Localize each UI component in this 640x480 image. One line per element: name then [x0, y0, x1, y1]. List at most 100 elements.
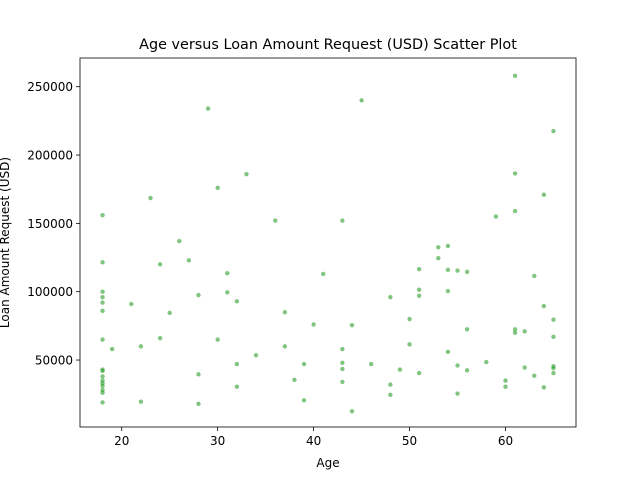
- data-point: [100, 368, 105, 374]
- x-axis-ticks: 20 30 40 50 60: [114, 427, 513, 448]
- data-point: [215, 337, 220, 342]
- data-point: [349, 322, 355, 328]
- data-point: [416, 287, 422, 292]
- data-point: [464, 368, 470, 373]
- data-point: [196, 401, 201, 406]
- data-point: [503, 378, 508, 383]
- data-point: [445, 288, 451, 294]
- data-point: [484, 359, 489, 365]
- data-point: [215, 185, 220, 191]
- data-point: [522, 365, 527, 370]
- data-point: [100, 383, 105, 389]
- x-tick-label: 50: [402, 434, 417, 448]
- data-point: [455, 363, 460, 368]
- data-point: [100, 294, 105, 300]
- data-point: [100, 400, 105, 405]
- data-point: [340, 218, 345, 223]
- data-point: [253, 353, 259, 358]
- data-point: [100, 308, 105, 314]
- data-point: [292, 377, 297, 383]
- y-tick-label: 150000: [27, 217, 73, 231]
- data-point: [234, 299, 240, 304]
- data-point: [100, 374, 105, 379]
- plot-frame: [79, 57, 577, 428]
- data-point: [301, 398, 307, 403]
- data-point: [100, 390, 105, 396]
- plot-area: [80, 58, 576, 427]
- data-point: [445, 267, 451, 273]
- data-point: [416, 293, 422, 298]
- data-point: [541, 303, 547, 309]
- data-point: [234, 384, 240, 389]
- x-tick-label: 30: [210, 434, 225, 448]
- data-point: [388, 382, 393, 387]
- data-point: [196, 372, 201, 377]
- data-point: [388, 392, 393, 398]
- data-point: [368, 361, 374, 367]
- data-point: [512, 73, 518, 78]
- data-point: [273, 218, 278, 223]
- data-point: [445, 349, 451, 355]
- data-point: [512, 171, 518, 176]
- data-point: [138, 399, 144, 404]
- data-point: [100, 260, 105, 265]
- data-point: [100, 289, 105, 294]
- data-point: [109, 346, 115, 352]
- data-point: [349, 409, 355, 414]
- data-point: [225, 271, 230, 276]
- y-tick-label: 200000: [27, 149, 73, 163]
- data-point: [148, 195, 153, 201]
- data-point: [416, 266, 422, 272]
- data-point: [436, 256, 441, 261]
- data-point: [512, 330, 518, 335]
- data-point: [512, 327, 518, 332]
- data-point: [407, 342, 412, 347]
- x-tick-label: 40: [306, 434, 321, 448]
- y-tick-label: 50000: [35, 354, 73, 368]
- data-point: [340, 360, 345, 365]
- y-axis-ticks: 50000 100000 150000 200000 250000: [27, 80, 80, 368]
- data-point: [532, 273, 537, 279]
- data-point: [464, 327, 470, 332]
- data-point: [301, 361, 307, 367]
- data-point: [177, 238, 182, 244]
- data-point: [464, 269, 470, 275]
- data-point: [100, 212, 105, 218]
- data-point: [225, 290, 230, 295]
- data-point: [541, 192, 547, 197]
- data-point: [541, 385, 547, 390]
- data-point: [129, 301, 134, 307]
- data-point: [551, 366, 556, 371]
- data-point: [445, 243, 451, 249]
- data-point: [359, 98, 364, 103]
- data-point: [551, 334, 556, 339]
- data-point: [503, 384, 508, 389]
- data-point: [157, 335, 163, 341]
- data-point: [340, 366, 345, 372]
- data-point: [436, 245, 441, 250]
- chart-title: Age versus Loan Amount Request (USD) Sca…: [139, 37, 517, 53]
- data-point: [493, 214, 499, 219]
- data-point: [234, 361, 240, 367]
- points-layer: [100, 73, 556, 414]
- data-point: [340, 346, 345, 352]
- data-point: [455, 391, 460, 396]
- data-point: [407, 316, 412, 322]
- data-point: [455, 268, 460, 273]
- data-point: [244, 171, 249, 177]
- x-axis-label: Age: [316, 456, 339, 470]
- data-point: [167, 310, 172, 316]
- data-point: [100, 337, 105, 342]
- data-point: [138, 344, 144, 349]
- data-point: [100, 300, 105, 305]
- data-point: [321, 271, 326, 277]
- data-point: [282, 344, 288, 349]
- x-tick-label: 60: [498, 434, 513, 448]
- data-point: [416, 370, 422, 376]
- data-point: [512, 208, 518, 214]
- data-point: [186, 258, 192, 263]
- y-tick-label: 250000: [27, 80, 73, 94]
- data-point: [311, 322, 316, 327]
- data-point: [532, 373, 537, 378]
